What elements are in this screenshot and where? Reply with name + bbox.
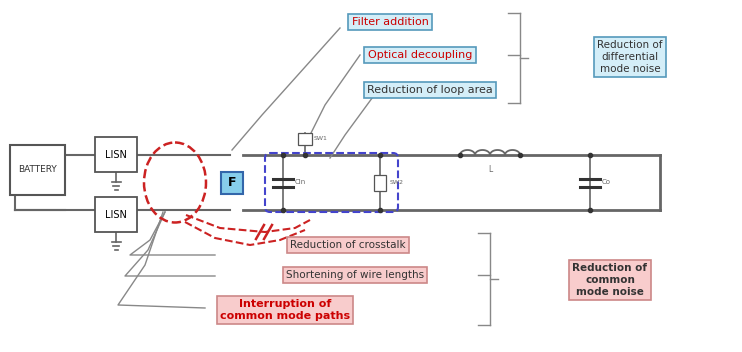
- Text: L: L: [488, 165, 492, 174]
- Text: Filter addition: Filter addition: [352, 17, 428, 27]
- Text: SW2: SW2: [390, 180, 404, 185]
- Text: Reduction of loop area: Reduction of loop area: [367, 85, 493, 95]
- Text: LISN: LISN: [105, 150, 127, 159]
- Text: Cin: Cin: [295, 180, 306, 186]
- Text: Reduction of
common
mode noise: Reduction of common mode noise: [573, 263, 648, 297]
- Text: Reduction of crosstalk: Reduction of crosstalk: [290, 240, 406, 250]
- Text: Interruption of
common mode paths: Interruption of common mode paths: [220, 299, 350, 321]
- Bar: [374, 175, 386, 190]
- Text: Shortening of wire lengths: Shortening of wire lengths: [286, 270, 424, 280]
- Text: LISN: LISN: [105, 209, 127, 220]
- Bar: [95, 197, 137, 232]
- Text: Optical decoupling: Optical decoupling: [368, 50, 472, 60]
- Text: Co: Co: [602, 180, 611, 186]
- Bar: [95, 137, 137, 172]
- Text: BATTERY: BATTERY: [18, 165, 57, 175]
- Text: SW1: SW1: [314, 137, 328, 142]
- Bar: [221, 171, 243, 194]
- Bar: [10, 145, 65, 195]
- Text: F: F: [228, 176, 236, 189]
- Bar: [298, 133, 312, 145]
- Text: Reduction of
differential
mode noise: Reduction of differential mode noise: [597, 40, 663, 74]
